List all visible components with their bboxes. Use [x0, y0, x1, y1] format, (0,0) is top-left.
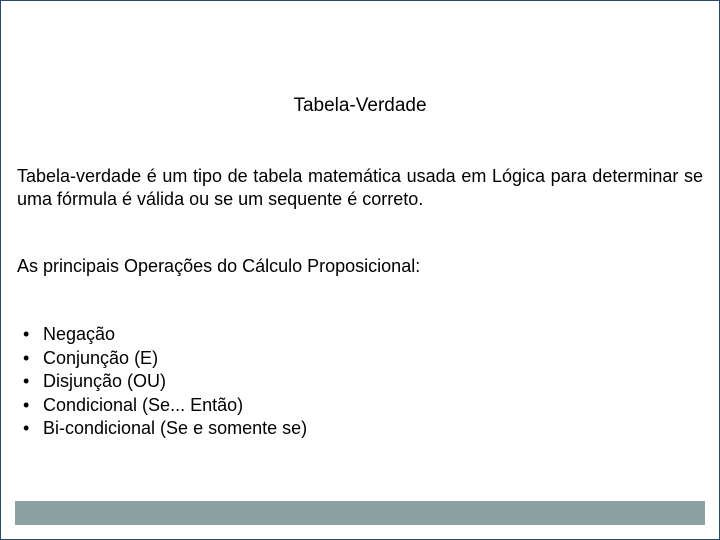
list-item: Conjunção (E)	[17, 347, 703, 370]
list-item: Disjunção (OU)	[17, 370, 703, 393]
slide-frame: Tabela-Verdade Tabela-verdade é um tipo …	[0, 0, 720, 540]
list-item: Condicional (Se... Então)	[17, 394, 703, 417]
bottom-accent-bar	[15, 501, 705, 525]
slide-title: Tabela-Verdade	[15, 95, 705, 117]
intro-paragraph: Tabela-verdade é um tipo de tabela matem…	[15, 165, 705, 210]
operations-list: Negação Conjunção (E) Disjunção (OU) Con…	[15, 323, 705, 440]
operations-subheading: As principais Operações do Cálculo Propo…	[15, 256, 705, 277]
content-area: Tabela-Verdade Tabela-verdade é um tipo …	[15, 15, 705, 499]
list-item: Negação	[17, 323, 703, 346]
list-item: Bi-condicional (Se e somente se)	[17, 417, 703, 440]
